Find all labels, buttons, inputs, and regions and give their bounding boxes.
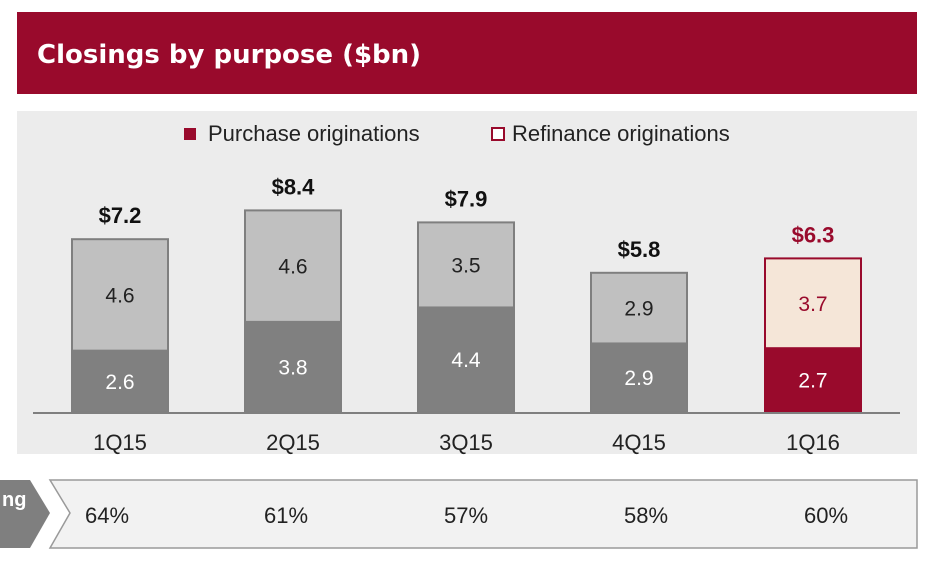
refinance-value-label: 2.9 <box>624 298 653 321</box>
row-label-arrow <box>0 480 50 548</box>
bar-total-label: $7.9 <box>445 186 488 211</box>
bar-refinance-4q15 <box>591 272 687 343</box>
bar-refinance-2q15 <box>245 210 341 321</box>
bar-total-label: $7.2 <box>99 203 142 228</box>
chart-title: Closings by purpose ($bn) <box>37 40 422 70</box>
bottom-row-value: 61% <box>264 503 308 528</box>
header-banner: Closings by purpose ($bn) <box>17 12 917 94</box>
bar-total-label: $6.3 <box>792 222 835 247</box>
bar-refinance-3q15 <box>418 222 514 307</box>
x-tick-label: 4Q15 <box>612 430 666 455</box>
x-tick-label: 1Q16 <box>786 430 840 455</box>
bottom-row-value: 60% <box>804 503 848 528</box>
legend-refinance-label: Refinance originations <box>512 121 730 146</box>
legend-purchase-label: Purchase originations <box>208 121 420 146</box>
purchase-value-label: 2.9 <box>624 367 653 390</box>
legend-refinance-swatch <box>491 127 505 141</box>
bottom-row-value: 57% <box>444 503 488 528</box>
purchase-value-label: 2.7 <box>798 370 827 393</box>
refinance-value-label: 3.7 <box>798 293 827 316</box>
bar-total-label: $5.8 <box>618 237 661 262</box>
refinance-value-label: 4.6 <box>105 284 134 307</box>
purchase-value-label: 2.6 <box>105 371 134 394</box>
purchase-value-label: 4.4 <box>451 349 481 372</box>
x-tick-label: 1Q15 <box>93 430 147 455</box>
x-tick-label: 3Q15 <box>439 430 493 455</box>
refinance-value-label: 4.6 <box>278 256 307 279</box>
legend-purchase-swatch <box>184 128 196 140</box>
row-label: ng <box>2 489 26 511</box>
bar-purchase-1q15 <box>72 349 168 412</box>
x-tick-label: 2Q15 <box>266 430 320 455</box>
bar-refinance-1q15 <box>72 239 168 350</box>
bar-refinance-1q16 <box>765 258 861 348</box>
refinance-value-label: 3.5 <box>451 254 480 277</box>
bar-purchase-2q15 <box>245 320 341 412</box>
purchase-value-label: 3.8 <box>278 356 307 379</box>
row-values-box <box>48 479 918 549</box>
bar-purchase-4q15 <box>591 342 687 412</box>
bar-total-label: $8.4 <box>272 174 316 199</box>
bar-purchase-1q16 <box>765 347 861 412</box>
bottom-row-value: 64% <box>85 503 129 528</box>
bar-purchase-3q15 <box>418 306 514 412</box>
bottom-row-value: 58% <box>624 503 668 528</box>
